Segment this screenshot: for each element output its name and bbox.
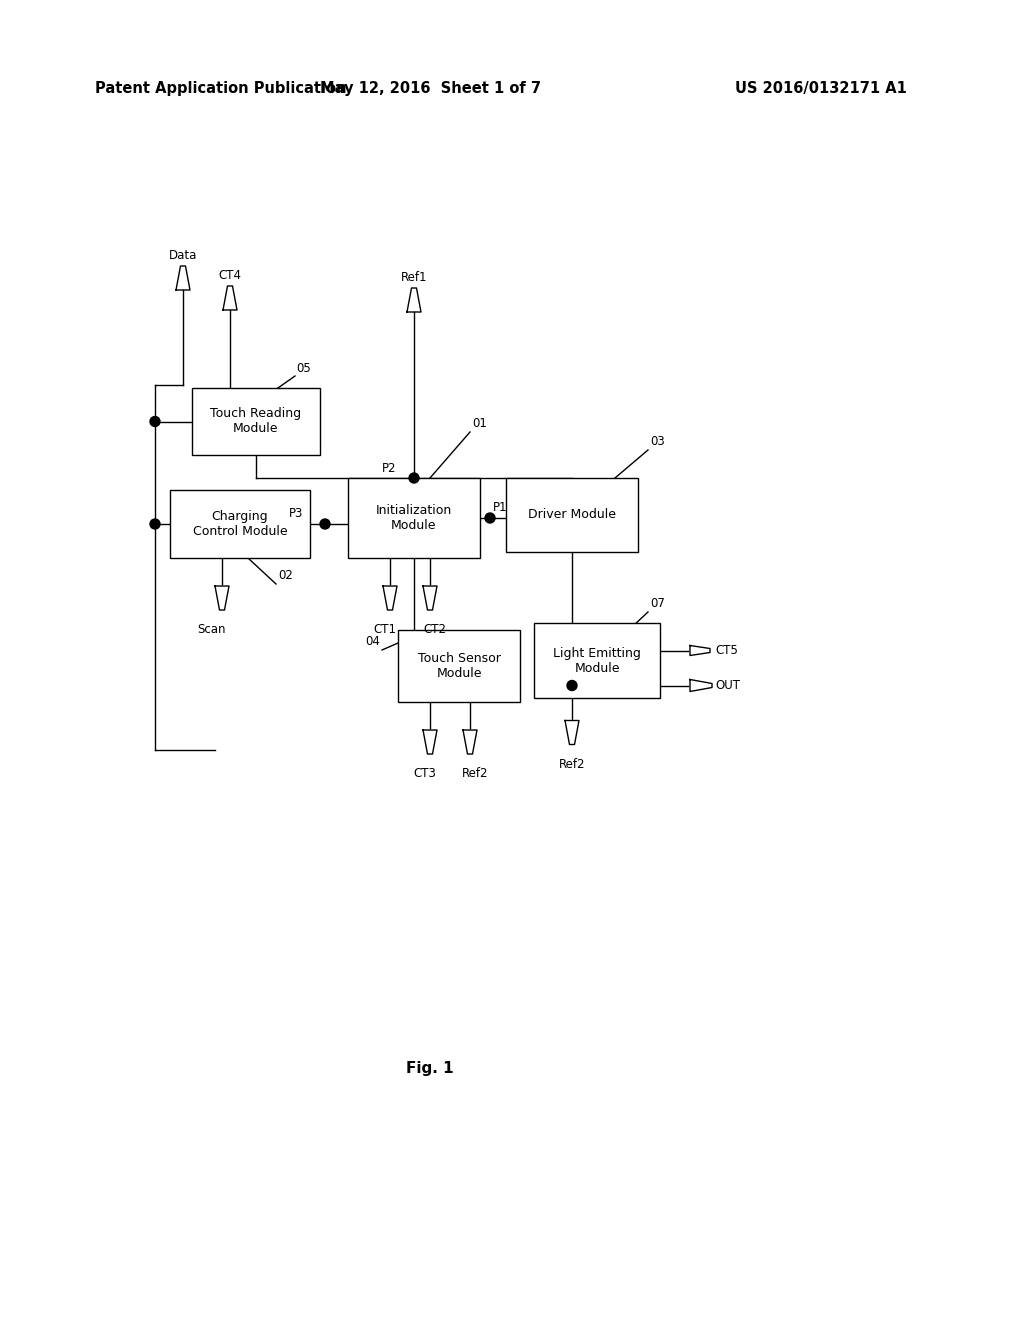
Text: CT2: CT2 xyxy=(424,623,446,636)
Text: Data: Data xyxy=(169,249,198,261)
Circle shape xyxy=(150,519,160,529)
Polygon shape xyxy=(215,586,229,610)
Bar xyxy=(506,478,638,552)
Polygon shape xyxy=(690,680,712,692)
Text: P2: P2 xyxy=(382,462,396,475)
Bar xyxy=(534,623,660,698)
Bar xyxy=(348,478,480,558)
Text: Scan: Scan xyxy=(198,623,226,636)
Text: Light Emitting
Module: Light Emitting Module xyxy=(553,647,641,675)
Polygon shape xyxy=(407,288,421,312)
Text: 03: 03 xyxy=(650,436,665,447)
Text: Touch Reading
Module: Touch Reading Module xyxy=(211,408,301,436)
Text: 07: 07 xyxy=(650,597,665,610)
Polygon shape xyxy=(690,645,710,656)
Text: 01: 01 xyxy=(472,417,486,430)
Text: 05: 05 xyxy=(296,362,310,375)
Text: Ref1: Ref1 xyxy=(400,271,427,284)
Text: May 12, 2016  Sheet 1 of 7: May 12, 2016 Sheet 1 of 7 xyxy=(319,81,541,95)
Polygon shape xyxy=(223,286,237,310)
Circle shape xyxy=(567,681,577,690)
Text: US 2016/0132171 A1: US 2016/0132171 A1 xyxy=(735,81,907,95)
Text: P3: P3 xyxy=(289,507,303,520)
Text: CT1: CT1 xyxy=(374,623,396,636)
Text: Touch Sensor
Module: Touch Sensor Module xyxy=(418,652,501,680)
Bar xyxy=(398,630,520,702)
Text: 04: 04 xyxy=(366,635,380,648)
Text: Patent Application Publication: Patent Application Publication xyxy=(95,81,346,95)
Text: Driver Module: Driver Module xyxy=(528,508,616,521)
Text: Charging
Control Module: Charging Control Module xyxy=(193,510,288,539)
Text: OUT: OUT xyxy=(715,678,740,692)
Text: 02: 02 xyxy=(278,569,293,582)
Polygon shape xyxy=(463,730,477,754)
Text: Fig. 1: Fig. 1 xyxy=(407,1060,454,1076)
Text: Ref2: Ref2 xyxy=(462,767,488,780)
Circle shape xyxy=(150,417,160,426)
Text: Initialization
Module: Initialization Module xyxy=(376,504,453,532)
Bar xyxy=(170,490,310,558)
Polygon shape xyxy=(423,586,437,610)
Polygon shape xyxy=(383,586,397,610)
Polygon shape xyxy=(565,721,579,744)
Circle shape xyxy=(409,473,419,483)
Polygon shape xyxy=(176,267,190,290)
Text: Ref2: Ref2 xyxy=(559,758,586,771)
Circle shape xyxy=(485,513,495,523)
Bar xyxy=(193,388,319,455)
Text: CT3: CT3 xyxy=(414,767,436,780)
Polygon shape xyxy=(423,730,437,754)
Text: CT4: CT4 xyxy=(218,269,242,282)
Text: CT5: CT5 xyxy=(715,644,738,657)
Text: P1: P1 xyxy=(493,502,508,513)
Circle shape xyxy=(319,519,330,529)
